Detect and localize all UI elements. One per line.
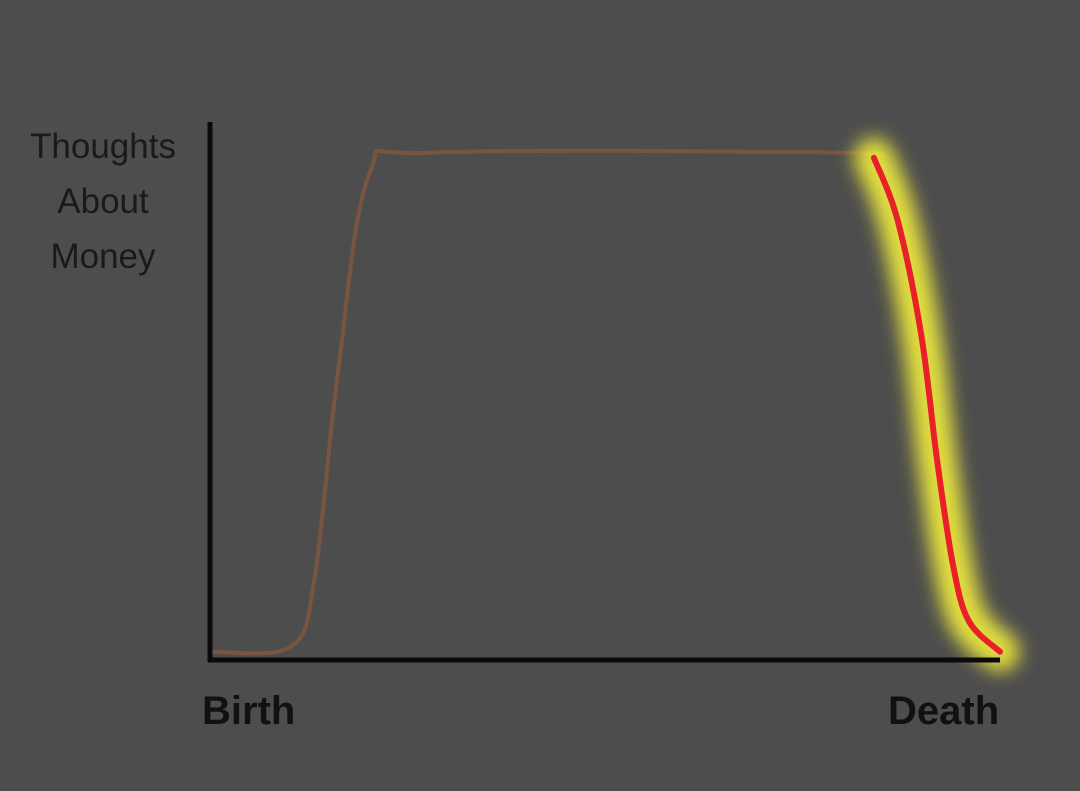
series-muted	[210, 148, 886, 656]
highlight-glow	[853, 137, 1020, 672]
series-highlighted	[853, 137, 1020, 672]
x-axis-start-label: Birth	[202, 689, 295, 733]
y-axis-label-line-1: Thoughts	[30, 127, 176, 166]
muted-line	[210, 148, 886, 656]
y-axis-label-line-2: About	[57, 182, 149, 221]
highlighted-line	[870, 154, 1003, 655]
series-layer	[210, 137, 1020, 672]
y-axis-label-line-3: Money	[50, 237, 156, 276]
x-axis-end-label: Death	[888, 689, 999, 733]
